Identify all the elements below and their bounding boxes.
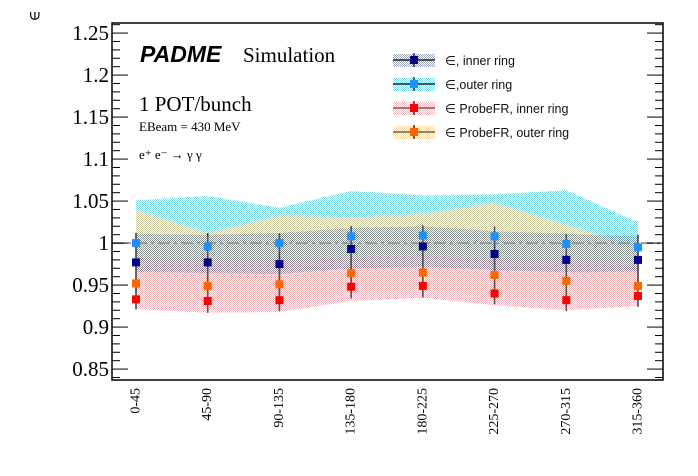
legend-label: ∈ ProbeFR, outer ring [445,126,569,140]
data-point [347,282,356,291]
data-point [562,239,571,248]
data-point [490,289,499,298]
data-point [347,232,356,241]
data-point [132,258,140,267]
legend-entry: ∈ ProbeFR, inner ring [393,101,568,116]
data-point [418,268,427,277]
y-tick-label: 1.05 [72,189,109,213]
legend: ∈, inner ring ∈,outer ring ∈ ProbeFR, inne… [393,53,569,140]
data-point [418,231,427,240]
data-point [418,281,427,290]
data-point [490,271,499,279]
data-point [132,239,140,248]
x-tick-label: 270-315 [559,388,574,435]
y-tick-label: 1.15 [72,105,109,129]
data-point [203,297,212,306]
error-band-0 [136,226,638,275]
data-point [490,250,499,258]
process-label: e⁺ e⁻ → γ γ [139,147,202,162]
legend-label: ∈, inner ring [445,54,515,68]
y-axis-tick-labels: 0.85 0.9 0.95 1 1.05 1.1 1.15 1.2 1.25 [72,21,109,381]
data-point [275,239,284,248]
experiment-label: PADME [140,41,222,67]
x-tick-label: 0-45 [129,388,144,414]
data-point [562,276,571,285]
y-tick-label: 1.25 [72,21,109,45]
data-point [275,296,284,305]
legend-marker [410,56,418,64]
data-markers [132,231,642,306]
data-point [347,269,356,278]
y-tick-label: 1.2 [83,63,109,87]
legend-marker [410,128,418,136]
x-tick-label: 225-270 [487,388,502,435]
legend-entry: ∈ ProbeFR, outer ring [393,125,569,140]
y-tick-label: 0.95 [72,273,109,297]
x-tick-label: 90-135 [272,388,287,428]
data-point [634,255,642,264]
x-tick-label: 315-360 [631,388,646,435]
x-tick-label: 135-180 [344,388,359,435]
data-point [275,260,284,269]
data-point [132,295,140,304]
data-point [562,255,571,264]
data-point [418,242,427,251]
x-tick-label: 180-225 [415,388,430,435]
legend-label: ∈,outer ring [445,78,512,92]
data-point [203,258,212,267]
data-point [562,296,571,305]
data-point [275,280,284,289]
data-point [203,281,212,290]
data-point [634,243,642,252]
legend-entry: ∈,outer ring [393,77,512,92]
y-axis-label: ∈ [27,10,43,21]
y-tick-label: 0.9 [83,315,109,339]
data-point [203,242,212,251]
x-axis-tick-labels: 0-45 45-90 90-135 135-180 180-225 225-270 270-… [129,388,646,435]
legend-entry: ∈, inner ring [393,53,515,68]
data-point [634,292,642,300]
y-axis-ticks [112,24,663,378]
data-point [490,232,499,241]
legend-label: ∈ ProbeFR, inner ring [445,102,568,116]
pot-label: 1 POT/bunch [139,92,252,116]
y-tick-label: 1 [99,231,110,255]
data-point [347,244,356,253]
x-tick-label: 45-90 [200,388,215,421]
data-point [634,281,642,290]
ebeam-label: EBeam = 430 MeV [139,119,241,134]
error-bands [136,190,638,313]
legend-marker [410,80,418,88]
simulation-label: Simulation [243,43,336,67]
y-tick-label: 0.85 [72,357,109,381]
y-tick-label: 1.1 [83,147,109,171]
data-point [132,279,140,288]
legend-marker [410,104,418,112]
